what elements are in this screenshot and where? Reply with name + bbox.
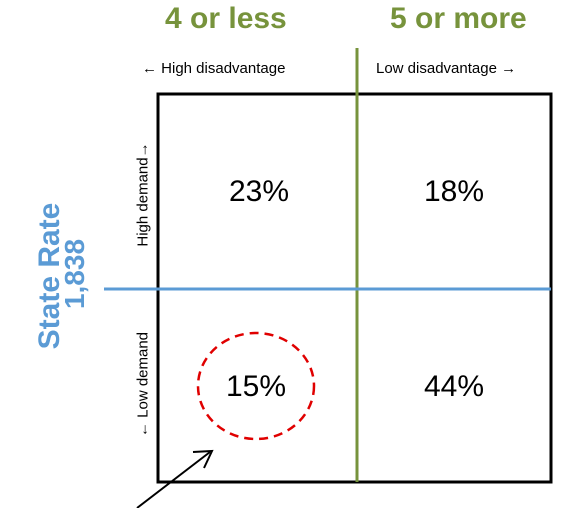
row-note-bottom: ← Low demand [134, 331, 152, 438]
column-note-left: ← High disadvantage [142, 60, 286, 77]
column-note-right: Low disadvantage → [376, 60, 517, 77]
row-note-top: High demand→ [134, 142, 152, 247]
pointer-arrow-line [136, 451, 211, 508]
cell-bottom-left-value: 15% [225, 370, 287, 403]
column-heading-left: 4 or less [165, 2, 287, 35]
cell-top-right-value: 18% [423, 175, 485, 208]
column-heading-right: 5 or more [390, 2, 527, 35]
cell-bottom-right-value: 44% [423, 370, 485, 403]
highlight-circle [196, 331, 316, 441]
state-rate-value: 1,838 [59, 238, 90, 310]
cell-top-left-value: 23% [228, 175, 290, 208]
pointer-arrow-head [192, 449, 214, 469]
